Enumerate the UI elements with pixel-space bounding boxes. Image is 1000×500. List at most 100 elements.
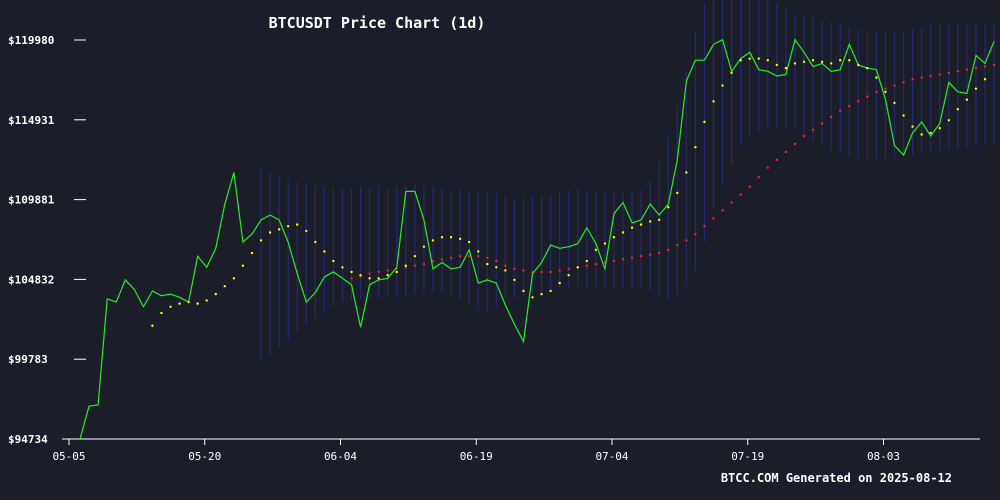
x-tick-label: 07-04: [595, 450, 628, 463]
short-ma-point: [250, 251, 254, 255]
long-ma-point: [974, 66, 978, 70]
long-ma-point: [495, 259, 498, 263]
short-ma-point: [540, 292, 543, 296]
long-ma-point: [793, 142, 797, 146]
y-tick-label: $119980: [8, 34, 54, 47]
chart-footer: BTCC.COM Generated on 2025-08-12: [721, 471, 952, 485]
short-ma-point: [866, 66, 869, 70]
short-ma-point: [458, 237, 462, 241]
long-ma-point: [929, 74, 932, 78]
short-ma-point: [829, 62, 833, 65]
long-ma-point: [983, 65, 987, 68]
short-ma-point: [739, 59, 742, 62]
short-ma-point: [667, 206, 670, 209]
short-ma-point: [404, 264, 407, 267]
long-ma-point: [594, 262, 598, 266]
short-ma-point: [694, 145, 697, 149]
long-ma-point: [449, 256, 453, 259]
short-ma-point: [730, 71, 733, 75]
x-axis-labels: 05-05 05-20 06-04 06-19 07-04 07-19 08-03: [52, 450, 900, 463]
short-ma-point: [884, 90, 887, 94]
long-ma-point: [621, 258, 625, 261]
y-tick-label: $94734: [8, 433, 48, 446]
short-ma-point: [784, 66, 788, 70]
short-ma-point: [178, 302, 181, 305]
long-ma-point: [467, 255, 471, 258]
short-ma-point: [983, 77, 987, 81]
long-ma-point: [368, 272, 371, 275]
short-ma-point: [332, 259, 335, 263]
long-ma-point: [612, 259, 616, 263]
short-ma-point: [676, 191, 679, 195]
short-ma-point: [685, 171, 688, 174]
short-ma-point: [721, 84, 724, 87]
axes: [62, 39, 980, 445]
long-ma-point: [839, 109, 842, 113]
y-tick-label: $104832: [8, 273, 54, 286]
long-ma-point: [522, 269, 525, 272]
short-ma-point: [558, 281, 561, 285]
short-ma-point: [974, 87, 978, 90]
long-ma-point: [504, 264, 507, 267]
short-ma-point: [169, 305, 172, 308]
short-ma-point: [286, 224, 290, 228]
short-ma-point: [241, 264, 245, 267]
short-ma-point: [314, 240, 317, 244]
long-ma-point: [820, 122, 824, 125]
short-ma-point: [277, 228, 281, 231]
long-ma-point: [558, 269, 561, 272]
x-tick-label: 05-20: [188, 450, 221, 463]
short-ma-point: [639, 223, 643, 226]
long-ma-point: [667, 248, 670, 252]
long-ma-point: [920, 76, 923, 79]
long-ma-point: [712, 217, 715, 220]
long-ma-point: [639, 255, 643, 258]
x-tick-label: 05-05: [52, 450, 85, 463]
short-ma-point: [902, 114, 905, 117]
short-ma-point: [811, 59, 815, 62]
long-ma-point: [884, 87, 887, 90]
x-tick-label: 06-04: [324, 450, 357, 463]
short-ma-point: [467, 240, 471, 244]
long-ma-point: [386, 269, 389, 272]
long-ma-point: [513, 267, 516, 271]
long-ma-point: [775, 158, 779, 161]
short-ma-point: [341, 266, 344, 269]
x-tick-label: 07-19: [731, 450, 764, 463]
short-ma-point: [187, 300, 190, 304]
long-ma-point: [739, 193, 742, 196]
long-ma-point: [757, 175, 760, 179]
short-ma-point: [911, 125, 914, 128]
long-ma-point: [875, 90, 878, 94]
short-ma-point: [431, 239, 435, 242]
long-ma-point: [630, 256, 634, 259]
short-ma-point: [413, 255, 417, 258]
long-ma-point: [748, 185, 751, 188]
short-ma-point: [920, 133, 923, 136]
price-series: [79, 38, 995, 440]
short-ma-point: [368, 277, 371, 280]
short-ma-point: [377, 277, 380, 280]
short-ma-point: [766, 59, 769, 62]
short-ma-point: [549, 289, 552, 293]
long-ma-point: [866, 95, 869, 98]
short-ma-point: [839, 59, 842, 62]
long-ma-point: [477, 255, 480, 258]
short-ma-point: [504, 269, 507, 272]
short-ma-point: [232, 277, 236, 280]
long-ma-point: [694, 232, 697, 236]
short-ma-point: [848, 59, 851, 62]
x-tick-label: 08-03: [867, 450, 900, 463]
short-ma-point: [323, 250, 326, 253]
short-ma-point: [422, 245, 426, 248]
long-ma-point: [965, 68, 969, 71]
short-ma-point: [440, 236, 444, 239]
long-ma-point: [658, 251, 661, 255]
short-ma-point: [350, 270, 353, 274]
long-ma-point: [766, 166, 769, 169]
long-ma-point: [784, 150, 788, 154]
y-tick-label: $99783: [8, 353, 48, 366]
short-ma-point: [359, 273, 362, 277]
short-ma-point: [585, 259, 588, 263]
long-ma-point: [648, 253, 652, 256]
